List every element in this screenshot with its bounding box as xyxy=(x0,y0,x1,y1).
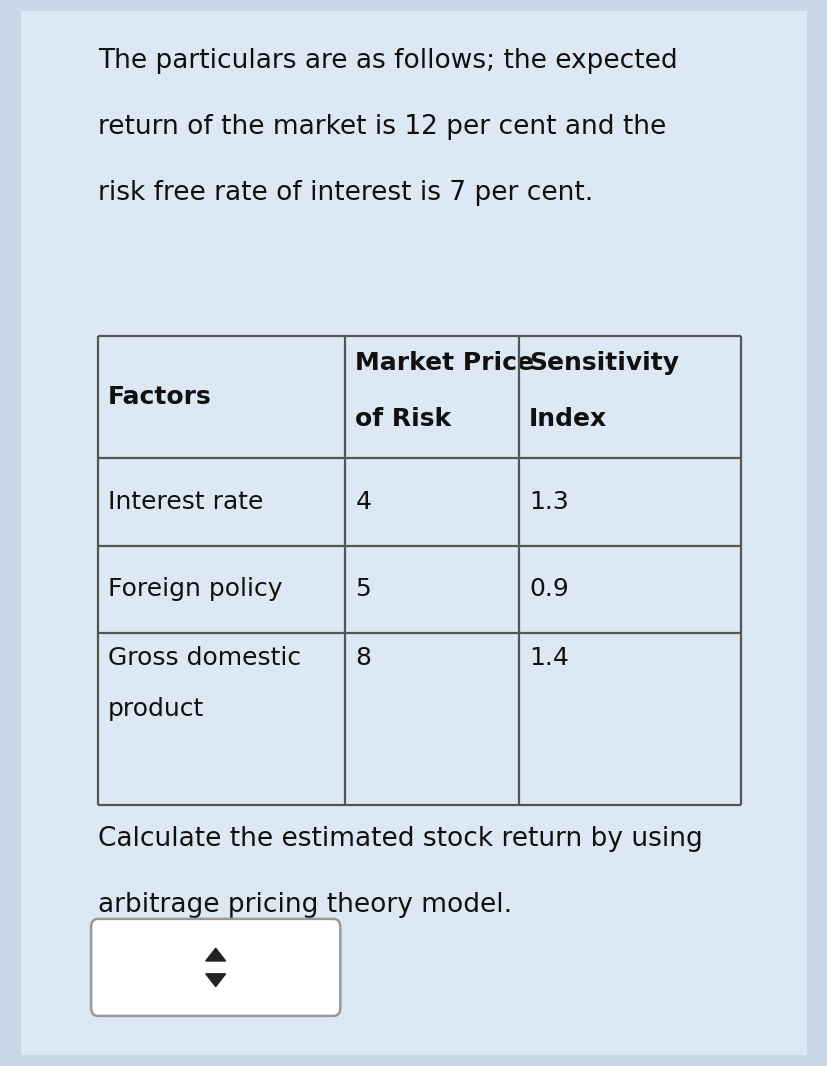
Text: Gross domestic: Gross domestic xyxy=(108,646,300,671)
Text: risk free rate of interest is 7 per cent.: risk free rate of interest is 7 per cent… xyxy=(98,180,592,206)
Polygon shape xyxy=(205,974,225,987)
Polygon shape xyxy=(205,949,225,962)
FancyBboxPatch shape xyxy=(21,11,806,1055)
Text: Sensitivity: Sensitivity xyxy=(528,351,678,375)
Text: 0.9: 0.9 xyxy=(528,578,568,601)
Text: return of the market is 12 per cent and the: return of the market is 12 per cent and … xyxy=(98,114,665,140)
Text: product: product xyxy=(108,697,203,722)
FancyBboxPatch shape xyxy=(91,919,340,1016)
Text: 1.4: 1.4 xyxy=(528,646,568,671)
Text: Market Price: Market Price xyxy=(355,351,533,375)
Text: Interest rate: Interest rate xyxy=(108,490,263,514)
Text: Factors: Factors xyxy=(108,385,211,409)
Text: Foreign policy: Foreign policy xyxy=(108,578,282,601)
Text: The particulars are as follows; the expected: The particulars are as follows; the expe… xyxy=(98,48,676,74)
Text: Calculate the estimated stock return by using: Calculate the estimated stock return by … xyxy=(98,826,701,852)
Text: 1.3: 1.3 xyxy=(528,490,568,514)
Text: arbitrage pricing theory model.: arbitrage pricing theory model. xyxy=(98,892,511,918)
Text: Index: Index xyxy=(528,407,606,432)
Text: 5: 5 xyxy=(355,578,370,601)
Text: of Risk: of Risk xyxy=(355,407,451,432)
Text: 8: 8 xyxy=(355,646,370,671)
Text: 4: 4 xyxy=(355,490,370,514)
